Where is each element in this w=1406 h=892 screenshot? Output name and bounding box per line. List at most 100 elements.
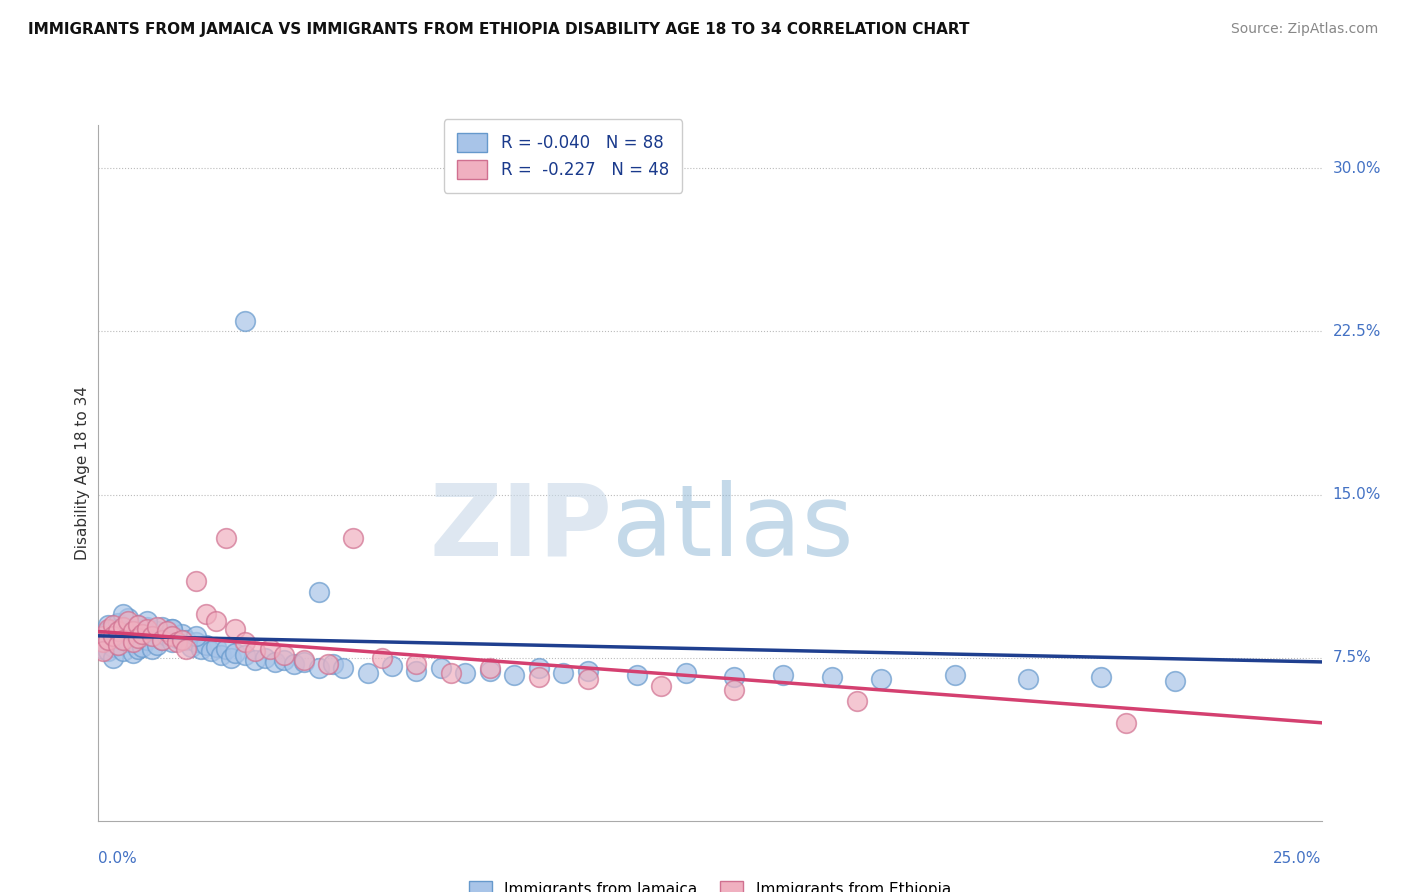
Point — [97, 624, 120, 639]
Text: 15.0%: 15.0% — [1333, 487, 1381, 502]
Point — [101, 618, 124, 632]
Point — [723, 683, 745, 698]
Point — [150, 620, 173, 634]
Point — [107, 626, 129, 640]
Point — [107, 638, 129, 652]
Point — [170, 626, 193, 640]
Point — [186, 574, 208, 589]
Point — [156, 624, 179, 639]
Point — [131, 626, 153, 640]
Point — [214, 531, 236, 545]
Point — [166, 631, 188, 645]
Point — [224, 646, 246, 660]
Point — [1090, 670, 1112, 684]
Point — [308, 585, 330, 599]
Point — [243, 644, 266, 658]
Point — [1017, 673, 1039, 687]
Point — [146, 624, 169, 639]
Point — [111, 607, 134, 621]
Point — [97, 644, 120, 658]
Point — [405, 657, 427, 671]
Point — [146, 638, 169, 652]
Point — [205, 614, 228, 628]
Point — [273, 653, 295, 667]
Point — [91, 641, 114, 656]
Point — [356, 665, 378, 680]
Point — [943, 668, 966, 682]
Point — [200, 644, 222, 658]
Point — [107, 638, 129, 652]
Point — [101, 629, 124, 643]
Legend: Immigrants from Jamaica, Immigrants from Ethiopia: Immigrants from Jamaica, Immigrants from… — [463, 875, 957, 892]
Point — [166, 635, 188, 649]
Point — [160, 629, 183, 643]
Point — [117, 635, 139, 649]
Point — [263, 655, 285, 669]
Point — [723, 670, 745, 684]
Point — [292, 653, 315, 667]
Point — [127, 641, 149, 656]
Point — [195, 607, 218, 621]
Point — [131, 640, 153, 654]
Text: 22.5%: 22.5% — [1333, 324, 1381, 339]
Point — [117, 624, 139, 639]
Point — [273, 648, 295, 663]
Point — [478, 661, 501, 675]
Point — [186, 629, 208, 643]
Point — [141, 629, 163, 643]
Point — [97, 633, 120, 648]
Point — [150, 633, 173, 648]
Point — [180, 640, 202, 654]
Text: 25.0%: 25.0% — [1274, 851, 1322, 866]
Point — [576, 664, 599, 678]
Point — [195, 638, 218, 652]
Point — [527, 661, 550, 675]
Point — [160, 623, 183, 637]
Point — [626, 668, 648, 682]
Point — [121, 635, 143, 649]
Point — [233, 635, 256, 649]
Point — [440, 665, 463, 680]
Point — [91, 644, 114, 658]
Point — [121, 635, 143, 649]
Point — [219, 650, 242, 665]
Point — [170, 633, 193, 648]
Point — [91, 629, 114, 643]
Point — [176, 641, 198, 656]
Point — [1115, 715, 1137, 730]
Point — [205, 640, 228, 654]
Point — [576, 673, 599, 687]
Point — [176, 633, 198, 648]
Point — [156, 629, 179, 643]
Point — [214, 641, 236, 656]
Point — [527, 670, 550, 684]
Point — [821, 670, 844, 684]
Point — [97, 623, 120, 637]
Point — [650, 679, 672, 693]
Point — [101, 629, 124, 643]
Text: 30.0%: 30.0% — [1333, 161, 1381, 176]
Point — [371, 650, 394, 665]
Point — [127, 618, 149, 632]
Point — [160, 635, 183, 649]
Point — [121, 623, 143, 637]
Point — [233, 648, 256, 663]
Point — [117, 611, 139, 625]
Point — [308, 661, 330, 675]
Point — [283, 657, 305, 671]
Point — [136, 633, 159, 648]
Point — [107, 624, 129, 639]
Point — [1164, 674, 1187, 689]
Point — [101, 640, 124, 654]
Point — [870, 673, 893, 687]
Text: 0.0%: 0.0% — [98, 851, 138, 866]
Point — [160, 623, 183, 637]
Point — [318, 657, 340, 671]
Point — [111, 631, 134, 645]
Point — [141, 641, 163, 656]
Y-axis label: Disability Age 18 to 34: Disability Age 18 to 34 — [75, 385, 90, 560]
Text: ZIP: ZIP — [429, 480, 612, 577]
Point — [342, 531, 364, 545]
Point — [136, 623, 159, 637]
Point — [322, 657, 344, 671]
